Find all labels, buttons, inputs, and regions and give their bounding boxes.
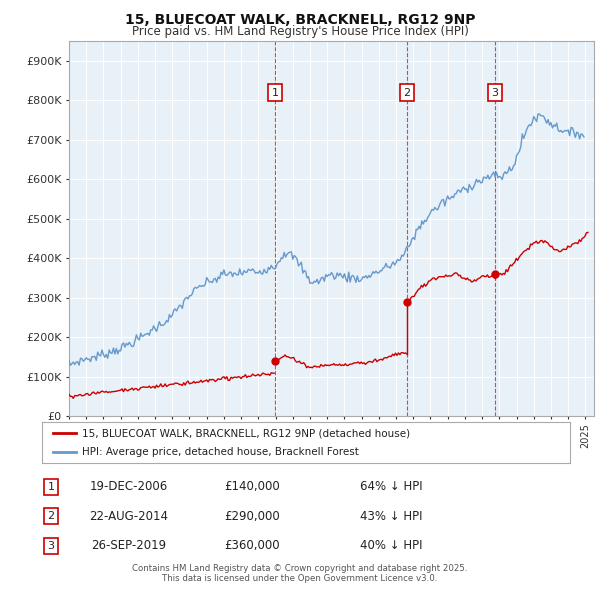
Text: 64% ↓ HPI: 64% ↓ HPI: [360, 480, 422, 493]
Text: 1: 1: [272, 87, 278, 97]
Text: 1: 1: [47, 482, 55, 491]
Text: 43% ↓ HPI: 43% ↓ HPI: [360, 510, 422, 523]
Text: Price paid vs. HM Land Registry's House Price Index (HPI): Price paid vs. HM Land Registry's House …: [131, 25, 469, 38]
Text: £360,000: £360,000: [224, 539, 280, 552]
Text: 15, BLUECOAT WALK, BRACKNELL, RG12 9NP (detached house): 15, BLUECOAT WALK, BRACKNELL, RG12 9NP (…: [82, 428, 410, 438]
Text: 22-AUG-2014: 22-AUG-2014: [89, 510, 169, 523]
Text: 26-SEP-2019: 26-SEP-2019: [91, 539, 167, 552]
Text: HPI: Average price, detached house, Bracknell Forest: HPI: Average price, detached house, Brac…: [82, 447, 358, 457]
Text: £140,000: £140,000: [224, 480, 280, 493]
Text: 15, BLUECOAT WALK, BRACKNELL, RG12 9NP: 15, BLUECOAT WALK, BRACKNELL, RG12 9NP: [125, 13, 475, 27]
Text: 40% ↓ HPI: 40% ↓ HPI: [360, 539, 422, 552]
Text: 3: 3: [47, 541, 55, 550]
Text: 2: 2: [404, 87, 410, 97]
Text: 19-DEC-2006: 19-DEC-2006: [90, 480, 168, 493]
Text: 3: 3: [491, 87, 498, 97]
Text: Contains HM Land Registry data © Crown copyright and database right 2025.
This d: Contains HM Land Registry data © Crown c…: [132, 563, 468, 583]
Text: 2: 2: [47, 512, 55, 521]
Text: £290,000: £290,000: [224, 510, 280, 523]
